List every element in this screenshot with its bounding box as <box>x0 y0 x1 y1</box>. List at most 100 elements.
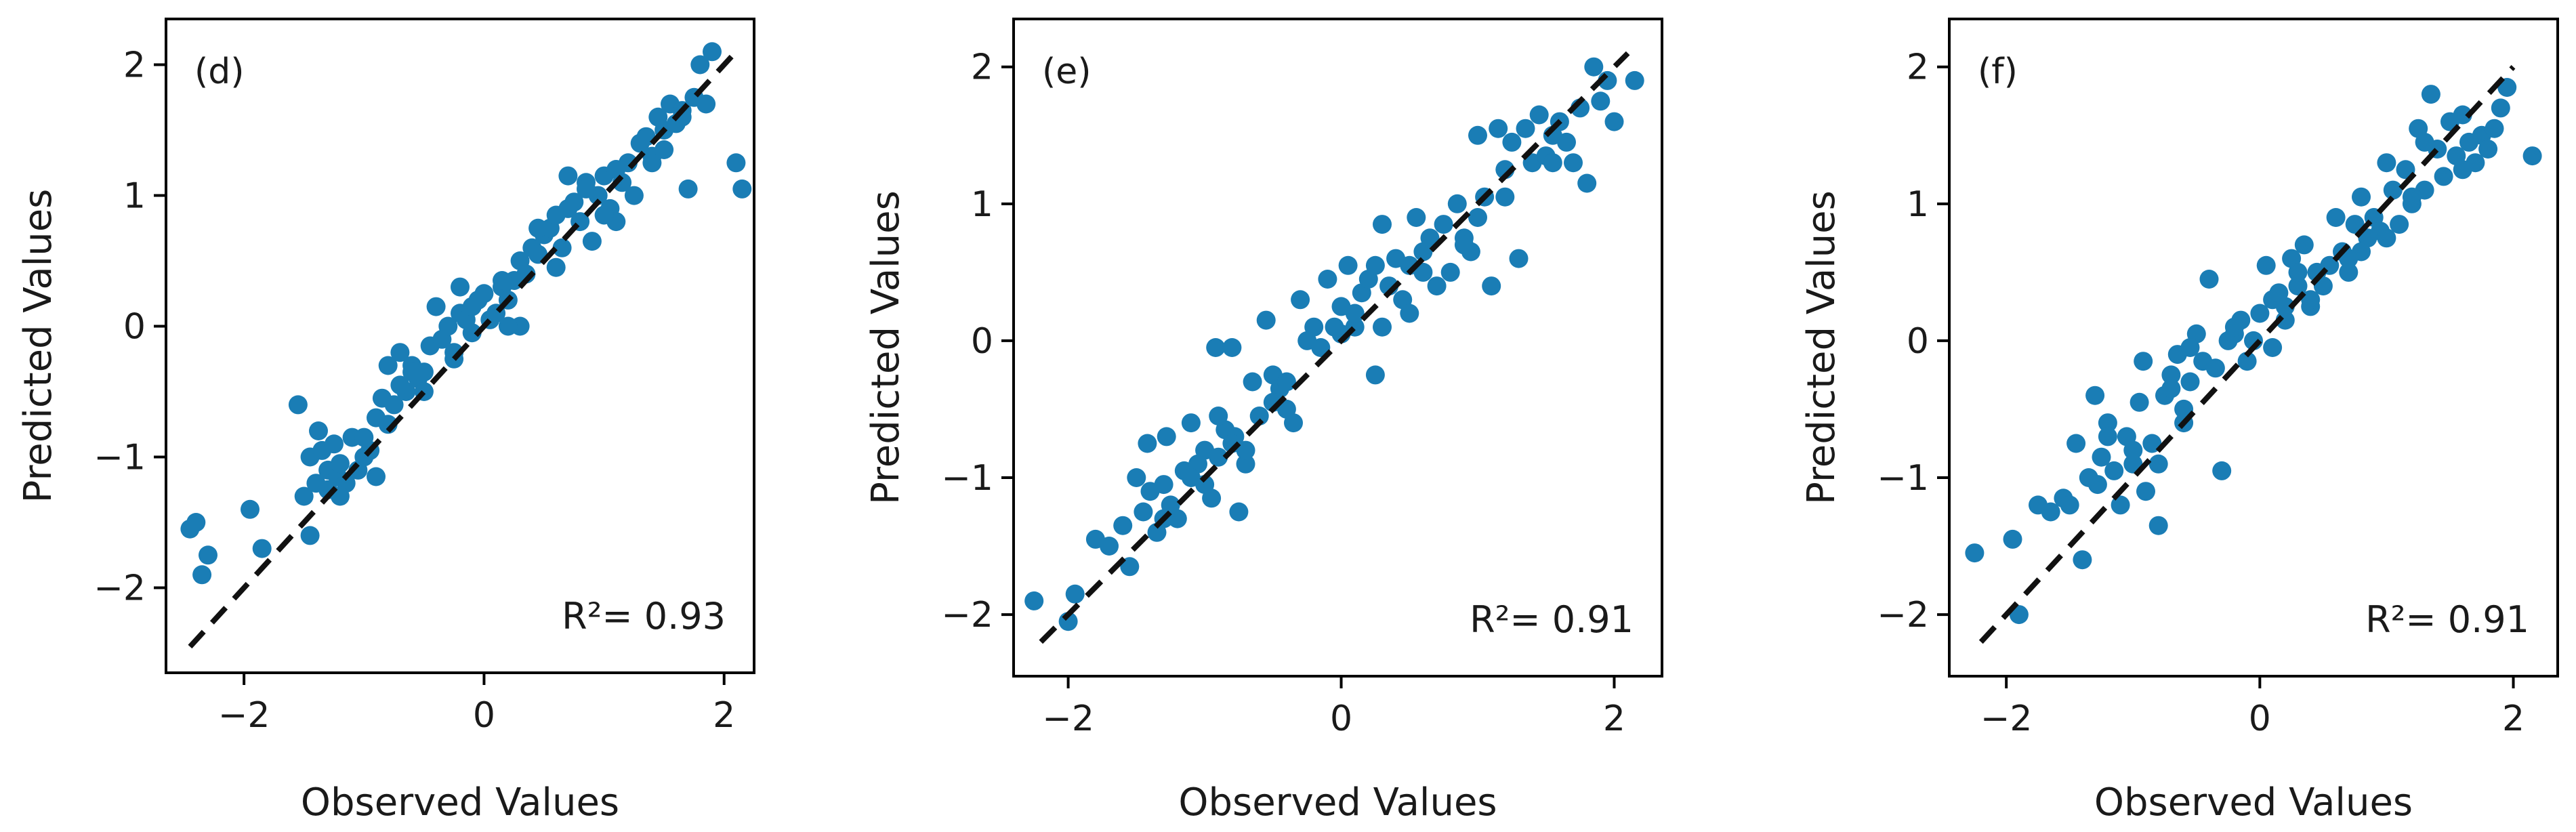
data-point <box>1440 262 1460 282</box>
data-point <box>2491 98 2510 118</box>
data-point <box>438 316 458 336</box>
data-point <box>2326 208 2346 227</box>
data-point <box>726 153 746 173</box>
r2-annotation: R²= 0.93 <box>562 595 726 638</box>
data-point <box>2180 372 2200 392</box>
data-point <box>2339 262 2359 282</box>
panel-label: (f) <box>1978 51 2018 92</box>
data-point <box>577 179 596 199</box>
data-point <box>1236 454 1255 474</box>
data-point <box>2453 105 2472 125</box>
r2-annotation: R²= 0.91 <box>2365 598 2529 641</box>
data-point <box>1181 468 1201 487</box>
data-point <box>474 284 494 304</box>
ticks: −2 0 2 −2 −1 0 1 2 <box>94 45 735 736</box>
data-point <box>2104 461 2124 480</box>
data-point <box>2087 475 2107 495</box>
data-point <box>1249 407 1269 425</box>
data-point <box>1447 194 1467 213</box>
data-point <box>2092 447 2111 467</box>
x-axis-title: Observed Values <box>1178 781 1497 825</box>
data-point <box>1427 276 1447 296</box>
panel-label: (d) <box>194 51 245 92</box>
data-point <box>703 42 722 62</box>
data-point <box>1134 502 1153 522</box>
data-point <box>498 316 518 336</box>
x-tick-label: −2 <box>1042 699 1094 739</box>
data-point <box>241 499 259 519</box>
data-point <box>1291 290 1310 310</box>
data-point <box>2041 502 2060 522</box>
data-point <box>546 257 566 277</box>
x-tick-label: −2 <box>218 695 270 736</box>
y-tick-label: 2 <box>123 45 146 86</box>
data-point <box>1024 591 1044 610</box>
data-point <box>697 94 716 114</box>
data-point <box>1482 276 1501 296</box>
data-point <box>2250 304 2270 323</box>
data-point <box>330 454 350 474</box>
data-point <box>2161 379 2181 398</box>
data-point <box>2212 461 2232 480</box>
data-point <box>1120 557 1140 577</box>
y-axis-title: Predicted Values <box>864 190 908 505</box>
data-point <box>642 153 662 173</box>
plot-frame <box>165 18 755 674</box>
x-tick-label: 2 <box>2502 699 2525 739</box>
data-point <box>2288 276 2308 296</box>
data-point <box>1318 270 1337 289</box>
data-point <box>2180 338 2200 357</box>
data-point <box>1604 112 1624 131</box>
data-point <box>1468 125 1487 145</box>
data-point <box>2161 365 2181 385</box>
y-axis-title: Predicted Values <box>16 189 60 503</box>
data-point <box>1345 304 1365 323</box>
y-tick-label: 0 <box>123 307 146 348</box>
data-point <box>2148 516 2168 535</box>
data-point <box>732 179 752 199</box>
data-point <box>1965 543 1985 563</box>
data-point <box>1509 249 1529 268</box>
panel-f: −2 0 2 −2 −1 0 1 2 (f) R²= 0.91 Observed Values… <box>1800 18 2559 825</box>
data-point <box>1400 304 1419 323</box>
data-point <box>2453 160 2472 180</box>
data-point <box>2098 427 2117 446</box>
data-point <box>2377 228 2396 248</box>
data-point <box>1365 365 1385 385</box>
x-tick-label: 0 <box>473 695 495 736</box>
data-point <box>2352 242 2371 262</box>
y-tick-label: 1 <box>971 184 993 225</box>
data-point <box>192 565 212 585</box>
data-point <box>1495 187 1515 207</box>
data-point <box>1373 317 1392 337</box>
reference-line-group <box>188 49 739 649</box>
reference-line-group <box>1039 51 1630 644</box>
data-point <box>1127 468 1146 487</box>
data-point <box>2421 85 2440 104</box>
panel-label: (e) <box>1042 51 1092 92</box>
ticks: −2 0 2 −2 −1 0 1 2 <box>941 47 1625 739</box>
data-point <box>528 218 548 238</box>
data-point <box>1468 208 1487 227</box>
y-axis-title: Predicted Values <box>1800 190 1844 505</box>
data-point <box>1373 215 1392 234</box>
data-point <box>1564 153 1583 173</box>
data-point <box>1516 119 1535 138</box>
data-point <box>2383 180 2403 200</box>
data-point <box>2434 167 2453 186</box>
data-point <box>1543 153 1562 173</box>
reference-line <box>1978 65 2516 644</box>
data-point <box>199 545 217 565</box>
reference-line <box>188 49 739 649</box>
data-point <box>2148 454 2168 474</box>
data-point <box>378 356 398 375</box>
data-point <box>1591 91 1611 111</box>
data-point <box>2275 297 2295 316</box>
data-point <box>678 179 698 199</box>
data-point <box>1243 372 1262 392</box>
data-point <box>1434 215 1453 234</box>
x-tick-label: 2 <box>713 695 735 736</box>
data-point <box>402 362 422 382</box>
data-point <box>2377 153 2396 173</box>
